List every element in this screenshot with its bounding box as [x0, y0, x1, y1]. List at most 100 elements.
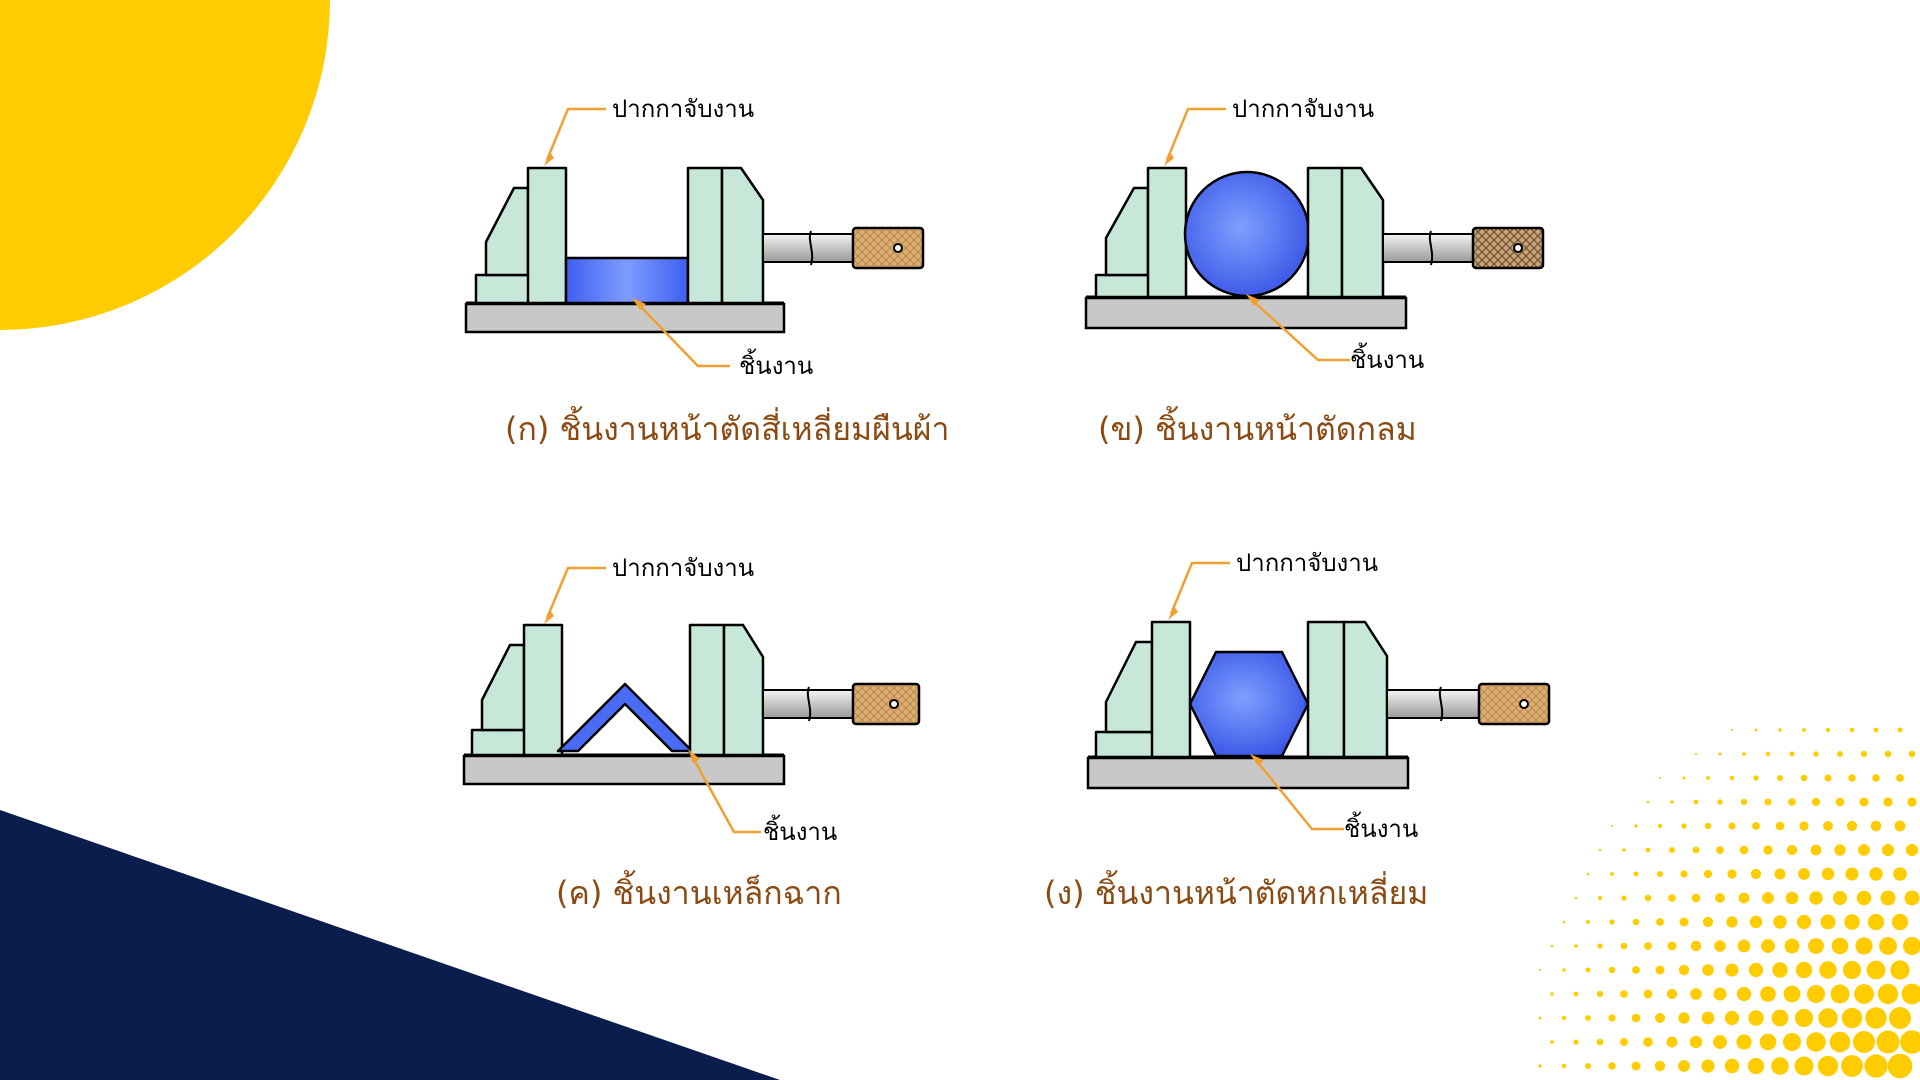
- halftone-dot: [1893, 867, 1907, 881]
- halftone-dot: [1907, 797, 1917, 807]
- work-label: ชิ้นงาน: [1344, 811, 1418, 843]
- halftone-dot: [1834, 844, 1846, 856]
- halftone-dot: [1631, 1013, 1641, 1023]
- halftone-dot: [1849, 727, 1855, 733]
- halftone-dot: [1856, 890, 1872, 906]
- halftone-dot: [1877, 983, 1899, 1005]
- work-label: ชิ้นงาน: [1350, 342, 1424, 374]
- halftone-dot: [1890, 960, 1910, 980]
- halftone-dot: [1753, 775, 1759, 781]
- vise-screw: [762, 682, 921, 726]
- halftone-dot: [1859, 797, 1869, 807]
- halftone-dot: [1905, 843, 1919, 857]
- halftone-dot: [1771, 1057, 1789, 1075]
- halftone-dot: [1728, 822, 1736, 830]
- halftone-dot: [1883, 797, 1893, 807]
- halftone-dot: [1747, 1057, 1765, 1075]
- jaw-leader-line: [544, 566, 606, 624]
- halftone-dot: [1609, 919, 1615, 925]
- halftone-dot: [1884, 750, 1892, 758]
- halftone-dot: [1807, 985, 1825, 1003]
- halftone-dot: [1845, 867, 1859, 881]
- halftone-dot: [1737, 939, 1751, 953]
- fixed-jaw: [1094, 166, 1188, 299]
- halftone-dot: [1550, 992, 1554, 996]
- halftone-dot: [1573, 991, 1579, 997]
- halftone-dot: [1848, 774, 1856, 782]
- halftone-dot: [1654, 1060, 1666, 1072]
- halftone-dot: [1538, 1016, 1542, 1020]
- halftone-dot: [1825, 727, 1831, 733]
- halftone-dot: [1561, 1063, 1567, 1069]
- halftone-dot: [1736, 986, 1752, 1002]
- halftone-dot: [1586, 920, 1590, 924]
- jaw-leader-line: [1164, 107, 1226, 166]
- halftone-dot: [1682, 776, 1686, 780]
- halftone-dot: [1749, 915, 1763, 929]
- halftone-dot: [1596, 990, 1604, 998]
- caption: (ก) ชิ้นงานหน้าตัดสี่เหลี่ยมผืนผ้า: [505, 406, 949, 448]
- halftone-dot: [1701, 1011, 1715, 1025]
- halftone-dot: [1853, 1031, 1875, 1053]
- halftone-dot: [1715, 893, 1725, 903]
- halftone-dot: [1765, 751, 1771, 757]
- workpiece-circle: [1183, 170, 1311, 298]
- halftone-dot: [1690, 988, 1702, 1000]
- halftone-dot: [1585, 1015, 1591, 1021]
- halftone-dot: [1823, 821, 1833, 831]
- halftone-dot: [1561, 1015, 1567, 1021]
- halftone-dot: [1596, 1038, 1604, 1046]
- halftone-dot: [1891, 913, 1909, 931]
- halftone-dot: [1585, 967, 1591, 973]
- halftone-dot: [1608, 1062, 1616, 1070]
- halftone-dot: [1610, 872, 1614, 876]
- halftone-dot: [1870, 820, 1882, 832]
- movable-jaw: [1306, 620, 1389, 759]
- halftone-dot: [1736, 1034, 1752, 1050]
- jaw-leader-line: [544, 107, 606, 166]
- halftone-dot: [1574, 944, 1578, 948]
- halftone-dot: [1622, 848, 1626, 852]
- vise-base: [1086, 755, 1410, 790]
- halftone-dot: [1901, 983, 1920, 1005]
- halftone-dot: [1634, 824, 1638, 828]
- halftone-dot: [1785, 891, 1799, 905]
- halftone-dot: [1730, 728, 1734, 732]
- figure-hexagon: ปากกาจับงาน ชิ้นงาน (ง) ชิ้นงานหน้าตัดหก…: [1044, 549, 1551, 912]
- halftone-dot: [1738, 892, 1750, 904]
- movable-jaw: [686, 166, 765, 305]
- halftone-dot: [1837, 751, 1843, 757]
- halftone-dot: [1813, 751, 1819, 757]
- halftone-dot: [1680, 870, 1688, 878]
- halftone-dot: [1620, 942, 1628, 950]
- halftone-dot: [1694, 752, 1698, 756]
- vise-screw: [1386, 682, 1551, 726]
- halftone-dot: [1867, 913, 1885, 931]
- halftone-dot: [1690, 940, 1702, 952]
- halftone-dot: [1659, 777, 1661, 779]
- halftone-dot: [1784, 938, 1800, 954]
- halftone-dot: [1645, 847, 1651, 853]
- halftone-dot: [1904, 890, 1920, 906]
- halftone-dot: [1841, 1007, 1863, 1029]
- halftone-dot: [1538, 968, 1542, 972]
- halftone-dot: [1748, 1010, 1764, 1026]
- halftone-dot: [1729, 775, 1735, 781]
- halftone-dot: [1740, 798, 1748, 806]
- halftone-dot: [1774, 868, 1786, 880]
- halftone-dot: [1748, 962, 1764, 978]
- work-label: ชิ้นงาน: [739, 348, 813, 380]
- halftone-dot: [1760, 986, 1776, 1002]
- halftone-dot: [1872, 774, 1880, 782]
- halftone-dot: [1739, 845, 1749, 855]
- halftone-dot: [1678, 964, 1690, 976]
- halftone-dot: [1598, 896, 1602, 900]
- halftone-dot: [1631, 1061, 1641, 1071]
- halftone-dot: [1841, 1055, 1863, 1077]
- halftone-dot: [1831, 937, 1849, 955]
- halftone-dot: [1889, 1007, 1911, 1029]
- halftone-dot: [1844, 914, 1860, 930]
- halftone-dot: [1858, 844, 1870, 856]
- halftone-dot: [1666, 1036, 1678, 1048]
